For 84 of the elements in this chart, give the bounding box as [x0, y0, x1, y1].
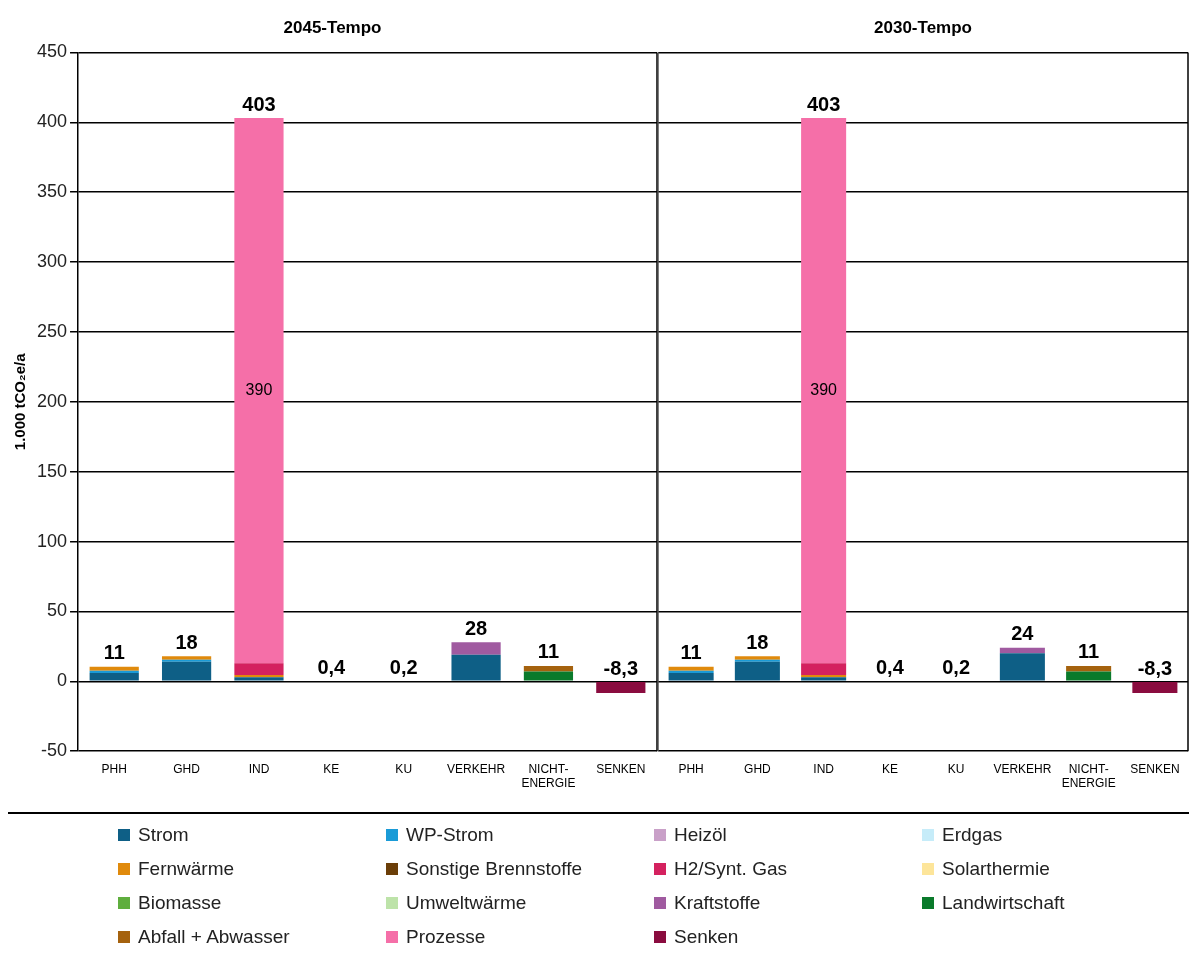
total-label: 403 — [806, 92, 841, 115]
x-tick-label: GHD — [173, 761, 201, 776]
legend-label: Umweltwärme — [406, 892, 527, 914]
y-tick-label: 50 — [47, 600, 68, 621]
x-tick-label: NICHT-ENERGIE — [1061, 761, 1116, 791]
bar — [596, 682, 646, 693]
x-tick-label: SENKEN — [1130, 761, 1180, 776]
y-tick-label: 450 — [36, 41, 68, 62]
bar — [668, 666, 714, 671]
legend-label: Sonstige Brennstoffe — [406, 858, 583, 880]
legend-label: Kraftstoffe — [674, 892, 761, 914]
bar — [734, 661, 780, 681]
x-tick-label: SENKEN — [596, 761, 646, 776]
legend-label: Solarthermie — [942, 858, 1050, 880]
bar — [523, 665, 574, 672]
legend-label: Strom — [138, 824, 189, 846]
bar — [668, 670, 714, 673]
bar — [89, 666, 139, 671]
bar — [89, 670, 139, 673]
total-label: 18 — [746, 630, 769, 653]
total-label: 11 — [1078, 640, 1100, 663]
x-tick-label: NICHT-ENERGIE — [521, 761, 576, 791]
y-axis-title: 1.000 tCO₂e/a — [11, 352, 29, 451]
total-label: 11 — [103, 641, 125, 664]
legend-label: H2/Synt. Gas — [674, 858, 787, 880]
x-tick-label: KE — [323, 761, 340, 776]
bar — [1066, 671, 1112, 681]
legend-label: Biomasse — [138, 892, 222, 914]
y-tick-label: 150 — [36, 460, 68, 481]
text: 0,4 — [875, 655, 904, 678]
y-tick-label: 200 — [36, 390, 68, 411]
y-tick-label: 300 — [36, 251, 68, 272]
total-label: 28 — [464, 616, 488, 639]
x-tick-label: PHH — [678, 761, 704, 776]
total-label: 11 — [537, 640, 560, 663]
bar — [89, 672, 139, 681]
text: 0,2 — [389, 655, 418, 678]
total-label: -8,3 — [1137, 656, 1173, 679]
legend-label: Landwirtschaft — [942, 892, 1065, 914]
x-tick-label: VERKEHR — [447, 761, 506, 776]
legend-label: Heizöl — [674, 824, 727, 846]
total-label: 11 — [680, 641, 702, 664]
total-label: 18 — [175, 630, 198, 653]
text: 0,4 — [317, 655, 346, 678]
data-label: 390 — [245, 381, 273, 399]
legend-label: Erdgas — [942, 824, 1003, 846]
x-tick-label: KU — [395, 761, 413, 776]
bar — [801, 118, 847, 664]
bar — [234, 118, 284, 664]
bar — [668, 672, 714, 681]
bar — [1066, 665, 1112, 672]
bar — [801, 663, 847, 676]
x-tick-label: IND — [248, 761, 270, 776]
y-tick-label: 350 — [36, 181, 68, 202]
y-tick-label: 250 — [36, 320, 68, 341]
total-label: 24 — [1011, 622, 1035, 645]
bar — [451, 642, 501, 655]
bar — [999, 653, 1045, 681]
bar — [451, 654, 501, 681]
x-tick-label: GHD — [744, 761, 772, 776]
data-label: 390 — [810, 381, 838, 399]
bar — [234, 663, 284, 676]
text: 0,2 — [942, 655, 971, 678]
y-tick-label: 100 — [36, 530, 68, 551]
legend-label: Abfall + Abwasser — [138, 926, 290, 948]
legend-label: WP-Strom — [406, 824, 494, 846]
x-tick-label: VERKEHR — [993, 761, 1052, 776]
y-tick-label: -50 — [41, 740, 68, 761]
y-tick-label: 400 — [36, 111, 68, 132]
bar — [523, 671, 574, 681]
chart-title: 2045-Tempo — [283, 17, 382, 37]
y-tick-label: 0 — [57, 670, 68, 691]
chart-title: 2030-Tempo — [874, 17, 972, 37]
total-label: -8,3 — [603, 656, 639, 679]
x-tick-label: PHH — [101, 761, 127, 776]
bar — [1132, 682, 1178, 693]
legend-label: Prozesse — [406, 926, 486, 948]
x-tick-label: KU — [947, 761, 965, 776]
total-label: 403 — [242, 92, 276, 115]
x-tick-label: IND — [813, 761, 835, 776]
legend-label: Senken — [674, 926, 739, 948]
bar — [161, 661, 212, 681]
x-tick-label: KE — [881, 761, 898, 776]
legend-label: Fernwärme — [138, 858, 235, 880]
